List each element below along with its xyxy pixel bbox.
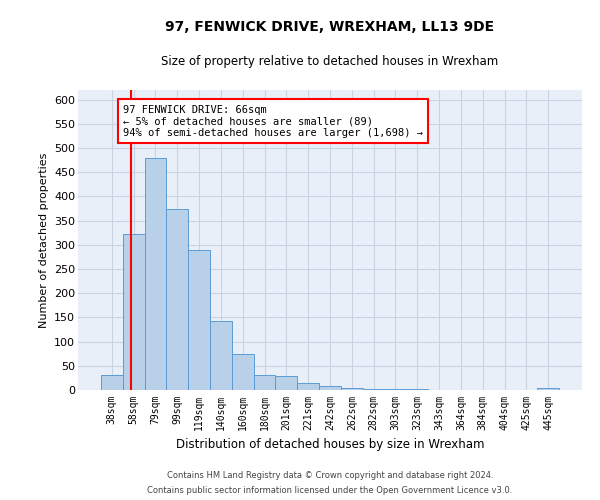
Bar bbox=[254, 374, 275, 390]
Bar bbox=[188, 250, 210, 390]
Text: 97, FENWICK DRIVE, WREXHAM, LL13 9DE: 97, FENWICK DRIVE, WREXHAM, LL13 9DE bbox=[166, 20, 494, 34]
Bar bbox=[166, 208, 188, 390]
X-axis label: Distribution of detached houses by size in Wrexham: Distribution of detached houses by size … bbox=[176, 438, 484, 452]
Y-axis label: Number of detached properties: Number of detached properties bbox=[38, 152, 49, 328]
Bar bbox=[101, 374, 123, 390]
Bar bbox=[319, 386, 341, 390]
Text: Contains HM Land Registry data © Crown copyright and database right 2024.: Contains HM Land Registry data © Crown c… bbox=[167, 471, 493, 480]
Bar bbox=[537, 388, 559, 390]
Bar bbox=[210, 321, 232, 390]
Bar bbox=[145, 158, 166, 390]
Bar bbox=[406, 389, 428, 390]
Text: Size of property relative to detached houses in Wrexham: Size of property relative to detached ho… bbox=[161, 55, 499, 68]
Bar bbox=[363, 388, 385, 390]
Bar bbox=[275, 376, 297, 390]
Text: Contains public sector information licensed under the Open Government Licence v3: Contains public sector information licen… bbox=[148, 486, 512, 495]
Bar bbox=[341, 388, 363, 390]
Text: 97 FENWICK DRIVE: 66sqm
← 5% of detached houses are smaller (89)
94% of semi-det: 97 FENWICK DRIVE: 66sqm ← 5% of detached… bbox=[123, 104, 423, 138]
Bar bbox=[385, 389, 406, 390]
Bar bbox=[297, 382, 319, 390]
Bar bbox=[232, 354, 254, 390]
Bar bbox=[123, 234, 145, 390]
